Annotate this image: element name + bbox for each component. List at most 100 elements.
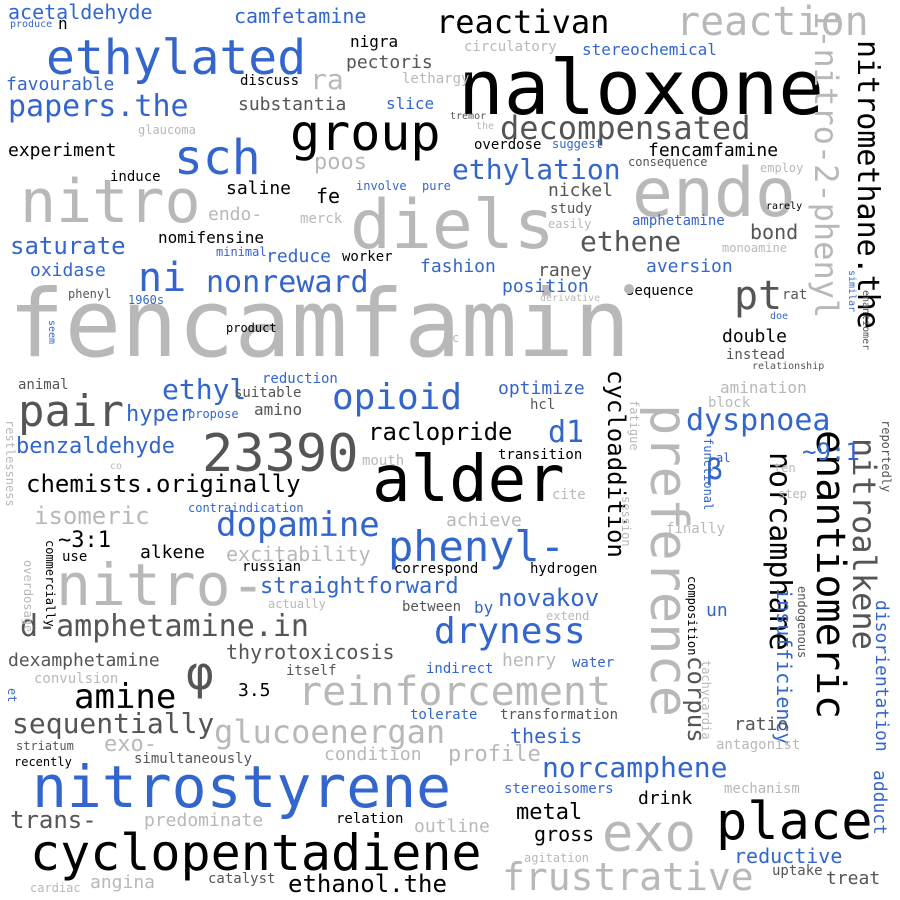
cloud-word: the [476,122,494,132]
cloud-word: itself [286,664,337,678]
cloud-word: hyper [126,404,192,426]
cloud-word: block [708,396,750,410]
cloud-word: raclopride [368,420,513,444]
dot-mark [624,284,634,294]
cloud-word: recently [14,756,72,768]
cloud-word: commercially [44,540,56,627]
cloud-word: double [722,328,787,346]
cloud-word: derivative [540,294,600,304]
cloud-word: study [550,202,592,216]
cloud-word: easily [548,218,591,230]
cloud-word: place [716,796,873,848]
cloud-word: sch [174,134,261,182]
cloud-word: cite [552,488,586,502]
cloud-word: predominate [144,812,263,830]
cloud-word: step [778,488,807,500]
cloud-word: relationship [752,362,824,372]
cloud-word: aversion [646,258,733,276]
cloud-word: mouth [362,454,404,468]
cloud-word: instead [726,348,785,362]
cloud-word: nomifensine [158,230,264,246]
cloud-word: un [706,602,728,620]
cloud-word: favourable [6,76,114,94]
cloud-word: hydrogen [530,562,597,576]
cloud-word: drink [638,790,692,808]
cloud-word: thyrotoxicosis [226,642,395,662]
cloud-word: amino [254,402,302,418]
cloud-word: employ [760,162,803,174]
cloud-word: endo- [208,206,262,224]
cloud-word: uptake [772,864,823,878]
cloud-word: tolerate [410,708,477,722]
cloud-word: experiment [8,142,116,160]
cloud-word: transition [498,448,582,462]
cloud-word: nigra [350,34,398,50]
cloud-word: induce [110,170,161,184]
cloud-word: amination [720,380,807,396]
cloud-word: finally [666,522,725,536]
cloud-word: ~9:1 [802,440,860,464]
cloud-word: monoamine [722,242,787,254]
cloud-word: achieve [446,512,522,530]
cloud-word: d-amphetamine.in [20,612,309,642]
cloud-word: et [6,688,18,702]
cloud-word: n [58,16,68,32]
cloud-word: fatigue [628,400,640,451]
cloud-word: chemists.originally [26,472,301,496]
cloud-word: adduct [870,770,888,835]
cloud-word: ethene [580,228,681,256]
cloud-word: poos [314,152,367,174]
cloud-word: opioid [332,380,462,416]
cloud-word: slice [386,96,434,112]
cloud-word: exo [602,808,696,860]
cloud-word: seem [46,320,56,344]
cloud-word: bond [750,222,798,242]
cloud-word: contraindication [188,502,304,514]
cloud-word: dexamphetamine [8,652,160,670]
cloud-word: profile [448,744,541,766]
cloud-word: 3.5 [238,682,271,700]
cloud-word: oxidase [30,262,106,280]
cloud-word: indirect [426,662,493,676]
cloud-word: product [226,322,277,334]
cloud-word: convulsion [34,672,118,686]
cloud-word: discuss [240,74,299,88]
cloud-word: actually [268,598,326,610]
cloud-word: transformation [500,708,618,722]
cloud-word: suitable [234,386,301,400]
cloud-word: disorientation [872,600,890,752]
cloud-word: ratio [734,716,788,734]
cloud-word: pectoris [346,54,433,72]
cloud-word: c [452,332,459,344]
cloud-word: henry [502,652,556,670]
cloud-word: straightforward [260,576,459,598]
cloud-word: consequence [628,156,707,168]
cloud-word: condition [324,746,422,764]
cloud-word: 1-nitro-2-phenyl [810,10,842,318]
cloud-word: gross [534,824,594,844]
cloud-word: optimize [498,380,585,398]
cloud-word: produce [10,20,52,30]
cloud-word: benzaldehyde [16,436,175,458]
cloud-word: pair [18,390,124,434]
cloud-word: propose [188,408,239,420]
cloud-word: isomeric [34,504,150,528]
cloud-word: substantia [238,96,346,114]
cloud-word: d1 [548,418,584,448]
cloud-word: circulatory [464,40,557,54]
cloud-word: al [716,452,730,464]
cloud-word: saline [226,180,291,198]
cloud-word: functional [702,438,714,510]
cloud-word: russian [242,560,301,574]
cloud-word: endogenous [796,586,808,658]
cloud-word: phenyl [68,288,111,300]
cloud-word: ni [138,258,186,298]
cloud-word: reportedly [880,420,892,492]
cloud-word: cardiac [30,882,81,894]
cloud-word: angina [90,874,155,892]
cloud-word: reduction [262,372,338,386]
cloud-word: camfetamine [234,6,366,26]
cloud-word: treat [826,870,880,888]
cloud-word: minimal [216,246,267,258]
cloud-word: pt [734,276,782,316]
